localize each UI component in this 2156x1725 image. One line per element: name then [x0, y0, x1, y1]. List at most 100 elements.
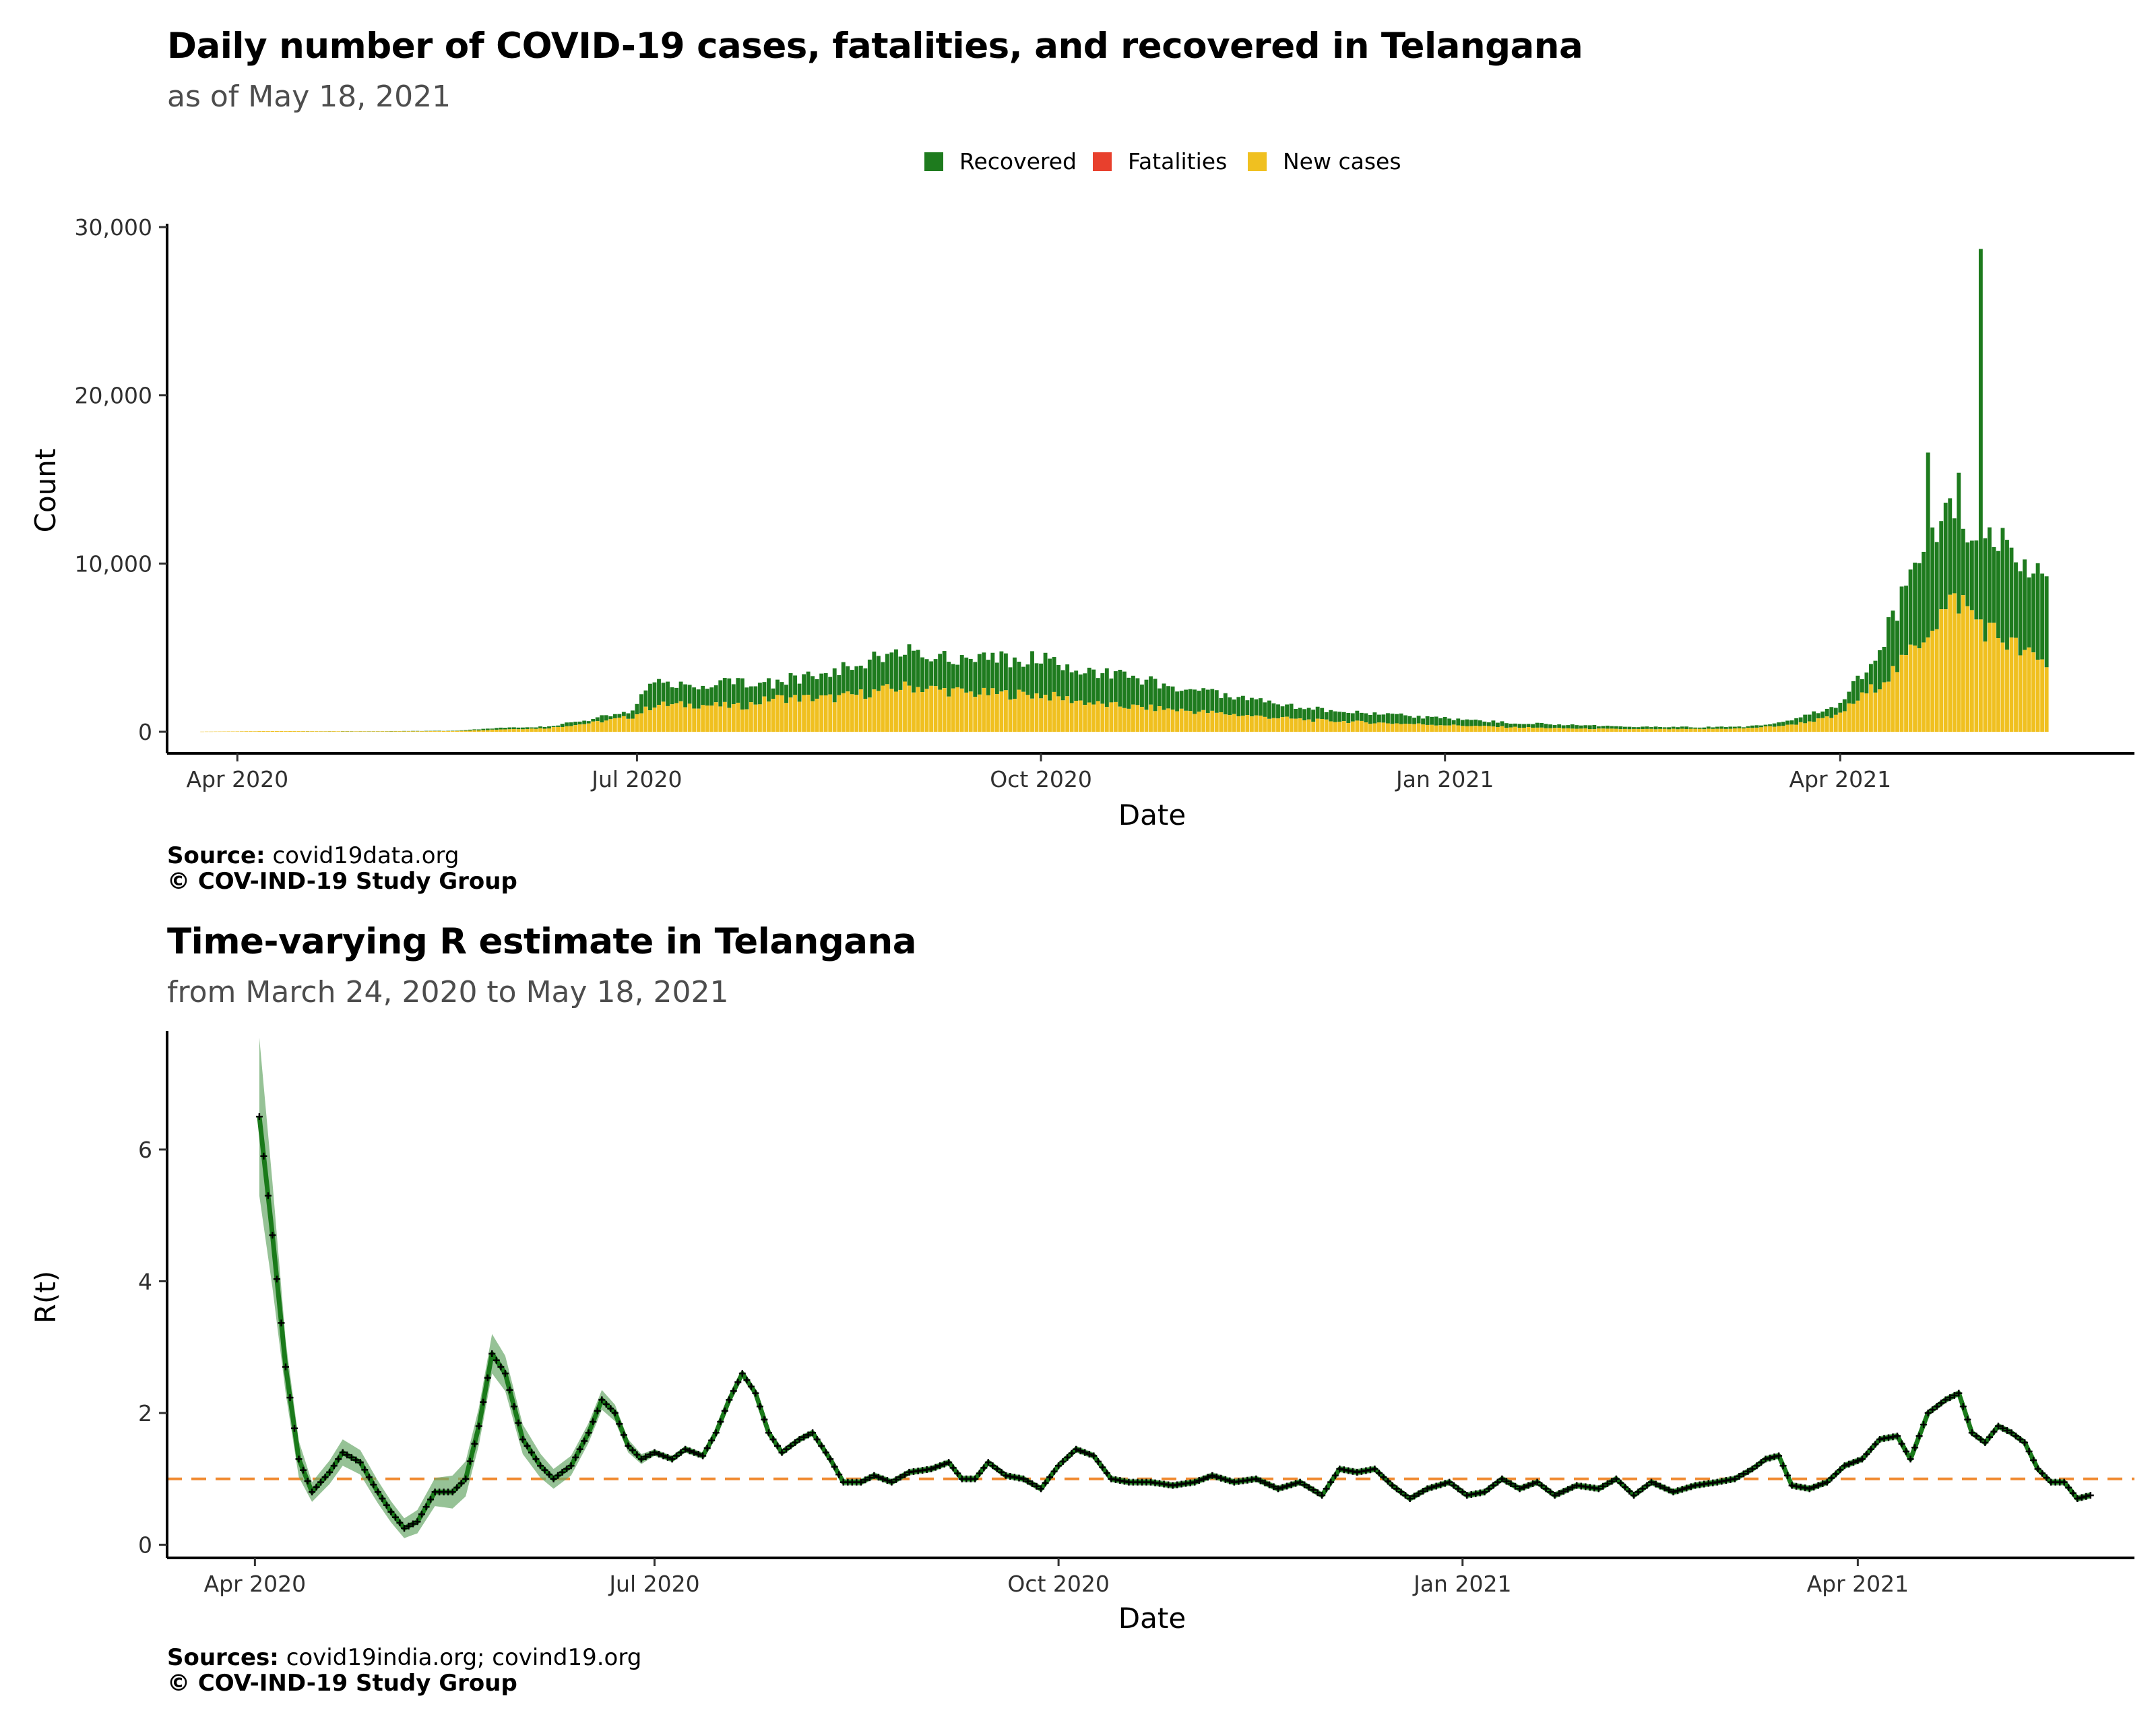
new-cases-bar — [1425, 724, 1430, 732]
new-cases-bar — [1091, 704, 1096, 732]
r-point — [1099, 1464, 1106, 1471]
r-point — [1446, 1478, 1453, 1486]
recovered-bar — [1096, 678, 1100, 701]
new-cases-bar — [797, 701, 802, 732]
r-point — [778, 1449, 786, 1456]
new-cases-bar — [1473, 726, 1478, 732]
recovered-bar — [1974, 540, 1979, 620]
recovered-bar — [1104, 668, 1109, 708]
new-cases-bar — [1039, 698, 1043, 732]
recovered-bar — [2018, 571, 2023, 656]
recovered-bar — [1337, 712, 1342, 722]
r-point — [1261, 1479, 1269, 1486]
r-point — [1081, 1449, 1089, 1456]
recovered-bar — [999, 651, 1004, 692]
r-point — [1951, 1391, 1958, 1399]
r-point — [1924, 1409, 1932, 1416]
new-cases-bar — [1737, 728, 1742, 732]
recovered-bar — [1228, 697, 1232, 716]
recovered-bar — [749, 686, 753, 703]
new-cases-bar — [1825, 716, 1829, 732]
r-point — [1767, 1454, 1773, 1462]
recovered-bar — [1430, 716, 1434, 725]
chart1-x-tick-label: Oct 2020 — [990, 766, 1092, 792]
recovered-bar — [1763, 724, 1768, 726]
new-cases-bar — [1636, 728, 1641, 732]
new-cases-bar — [1535, 727, 1540, 732]
recovered-bar — [1856, 675, 1860, 701]
new-cases-bar — [1886, 681, 1891, 732]
new-cases-bar — [1992, 623, 1996, 732]
legend-label-recovered: Recovered — [959, 148, 1077, 175]
r-point — [1731, 1475, 1738, 1482]
new-cases-bar — [1781, 726, 1785, 732]
r-point — [1599, 1482, 1607, 1490]
chart2-x-tick-label: Apr 2020 — [204, 1571, 307, 1597]
chart2-y-tick-label: 2 — [138, 1400, 152, 1426]
new-cases-bar — [1610, 728, 1614, 732]
recovered-bar — [1728, 726, 1733, 729]
recovered-bar — [1144, 679, 1149, 710]
new-cases-bar — [499, 729, 503, 732]
recovered-bar — [951, 664, 955, 689]
new-cases-bar — [542, 728, 547, 732]
recovered-bar — [604, 715, 608, 721]
new-cases-bar — [850, 694, 854, 732]
new-cases-bar — [889, 689, 894, 732]
r-point — [449, 1488, 456, 1496]
new-cases-bar — [933, 686, 938, 732]
recovered-bar — [1034, 663, 1039, 694]
r-point — [625, 1442, 632, 1449]
recovered-bar — [1891, 610, 1895, 666]
r-point — [783, 1445, 790, 1453]
recovered-bar — [1965, 542, 1970, 606]
recovered-bar — [767, 678, 771, 702]
recovered-bar — [1627, 726, 1632, 730]
r-point — [335, 1455, 342, 1463]
recovered-bar — [1205, 689, 1210, 714]
r-point — [932, 1464, 939, 1471]
recovered-bar — [1825, 708, 1829, 717]
recovered-bar — [1381, 714, 1386, 723]
recovered-bar — [1039, 663, 1043, 699]
new-cases-bar — [705, 705, 709, 732]
r-point — [506, 1386, 513, 1393]
new-cases-bar — [1702, 729, 1707, 732]
recovered-bar — [507, 727, 512, 730]
recovered-bar — [1812, 711, 1816, 722]
r-point — [1775, 1452, 1783, 1460]
recovered-bar — [569, 722, 573, 726]
recovered-bar — [1873, 660, 1878, 693]
r-point — [1898, 1440, 1905, 1447]
new-cases-bar — [1254, 715, 1259, 732]
new-cases-bar — [591, 721, 596, 732]
new-cases-bar — [1794, 724, 1799, 732]
recovered-bar — [1860, 679, 1864, 693]
recovered-bar — [1416, 716, 1421, 724]
recovered-bar — [1109, 678, 1114, 703]
r-point — [1942, 1396, 1949, 1404]
new-cases-bar — [806, 695, 811, 732]
recovered-bar — [1482, 721, 1487, 726]
recovered-bar — [912, 650, 916, 693]
recovered-bar — [530, 727, 534, 729]
r-point — [818, 1442, 825, 1449]
chart1-bars — [200, 249, 2049, 732]
new-cases-bar — [1706, 728, 1711, 732]
recovered-bar — [1118, 670, 1122, 707]
r-point — [1683, 1484, 1690, 1492]
recovered-bar — [1869, 664, 1873, 685]
new-cases-bar — [1803, 723, 1808, 732]
recovered-bar — [986, 660, 990, 695]
r-point — [1292, 1480, 1300, 1487]
recovered-bar — [455, 730, 459, 731]
new-cases-bar — [968, 691, 973, 732]
r-point — [1375, 1470, 1383, 1477]
recovered-bar — [955, 664, 960, 687]
new-cases-bar — [617, 718, 622, 732]
recovered-bar — [1324, 712, 1329, 720]
r-point — [1872, 1441, 1879, 1448]
r-point — [585, 1429, 592, 1437]
r-point — [879, 1475, 887, 1482]
recovered-bar — [1294, 708, 1298, 719]
